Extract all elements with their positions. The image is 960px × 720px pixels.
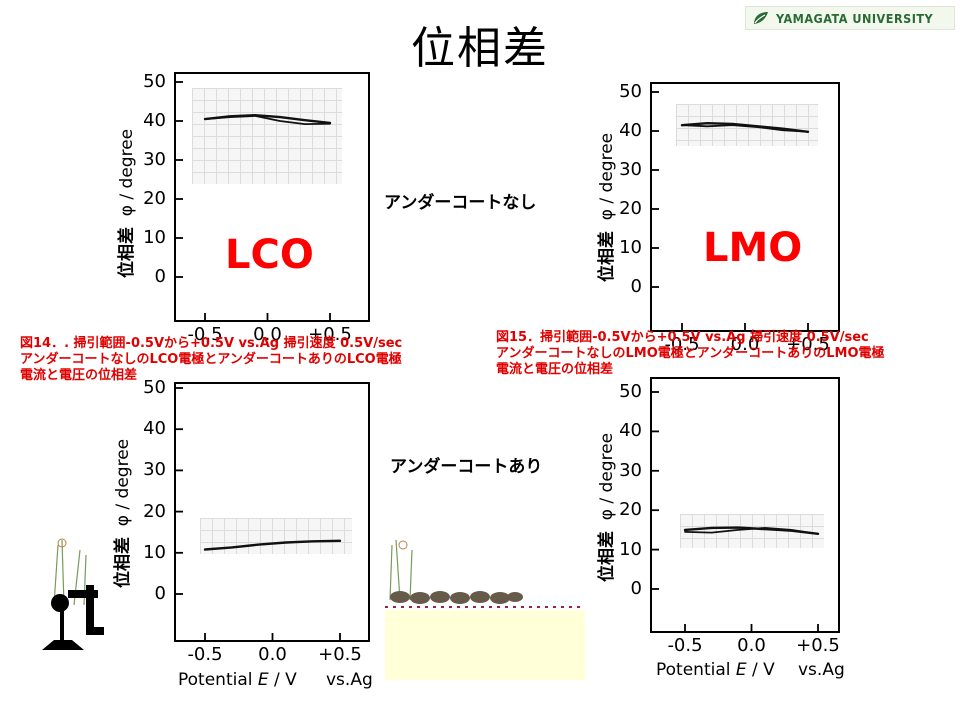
series-line: [203, 539, 342, 551]
series-line: [204, 115, 331, 126]
university-logo: YAMAGATA UNIVERSITY: [745, 6, 955, 30]
x-axis-reference: vs.Ag: [798, 660, 845, 680]
x-tick-label: 0.0: [253, 324, 282, 345]
lmo-label: LMO: [703, 225, 803, 271]
y-tick-label: 10: [619, 538, 642, 560]
y-tick-label: 40: [143, 418, 166, 440]
lco-label: LCO: [225, 232, 314, 278]
y-tick-label: 0: [154, 583, 166, 604]
x-axis-reference: vs.Ag: [326, 670, 373, 690]
caption-line: アンダーコートなしのLCO電極とアンダーコートありのLCO電極: [20, 352, 402, 367]
y-tick-label: 40: [619, 120, 642, 141]
series-line: [680, 121, 810, 133]
y-tick-label: 30: [619, 159, 642, 180]
leaf-icon: [754, 12, 768, 24]
caption-line: 電流と電圧の位相差: [496, 362, 614, 377]
decorative-illustration: [42, 538, 585, 680]
caption-lco: 図14．. 掃引範囲-0.5Vから+0.5V vs.Ag 掃引速度 0.5V/s…: [20, 336, 402, 384]
caption-line: 図14．. 掃引範囲-0.5Vから+0.5V vs.Ag 掃引速度 0.5V/s…: [20, 336, 403, 351]
y-tick-label: 30: [143, 459, 166, 481]
x-tick-label: +0.5: [308, 324, 352, 345]
condition-no-undercoat: アンダーコートなし: [384, 193, 537, 213]
x-tick-label: +0.5: [318, 644, 362, 665]
series-line: [681, 124, 809, 133]
y-tick-label: 10: [143, 227, 166, 248]
x-tick-label: 0.0: [737, 635, 766, 656]
caption-line: 電流と電圧の位相差: [20, 368, 138, 383]
y-tick-label: 30: [619, 459, 642, 481]
x-axis-label: Potential E / V: [656, 660, 775, 680]
x-axis-label: Potential E / V: [178, 670, 297, 690]
chart-lmo-undercoat: [650, 377, 840, 633]
y-tick-label: 50: [143, 71, 166, 92]
x-tick-label: -0.5: [664, 334, 700, 355]
slide-title: 位相差: [411, 23, 549, 74]
series-line: [684, 527, 819, 535]
y-tick-label: 20: [619, 198, 642, 219]
y-tick-label: 10: [619, 237, 642, 258]
x-tick-label: -0.5: [187, 644, 223, 665]
plot-scan-area: [192, 88, 342, 184]
y-tick-label: 20: [143, 188, 166, 209]
caption-line: 図15．掃引範囲-0.5Vから+0.5V vs.Ag 掃引速度 0.5V/sec: [496, 330, 869, 345]
y-tick-label: 30: [143, 149, 166, 170]
y-tick-label: 50: [619, 81, 642, 102]
y-tick-label: 50: [619, 381, 642, 402]
y-tick-label: 20: [143, 500, 166, 522]
x-tick-label: -0.5: [667, 635, 703, 656]
y-tick-label: 20: [619, 499, 642, 521]
y-tick-label: 50: [143, 377, 166, 398]
x-tick-label: 0.0: [258, 644, 287, 665]
caption-line: アンダーコートなしのLMO電極とアンダーコートありのLMO電極: [496, 346, 885, 361]
plot-scan-area: [680, 514, 824, 548]
caption-lmo: 図15．掃引範囲-0.5Vから+0.5V vs.Ag 掃引速度 0.5V/sec…: [496, 330, 885, 378]
chart-lco-undercoat: [174, 382, 370, 642]
logo-text: YAMAGATA UNIVERSITY: [776, 10, 934, 26]
y-tick-label: 40: [619, 420, 642, 442]
x-tick-label: 0.0: [730, 334, 760, 355]
x-tick-label: +0.5: [786, 334, 830, 355]
y-tick-label: 10: [143, 541, 166, 563]
y-tick-label: 0: [154, 266, 166, 287]
condition-undercoat: アンダーコートあり: [390, 457, 543, 477]
y-tick-label: 0: [630, 276, 642, 297]
y-tick-label: 0: [630, 578, 642, 599]
x-tick-label: +0.5: [796, 635, 840, 656]
x-tick-label: -0.5: [187, 324, 223, 345]
y-tick-label: 40: [143, 110, 166, 131]
